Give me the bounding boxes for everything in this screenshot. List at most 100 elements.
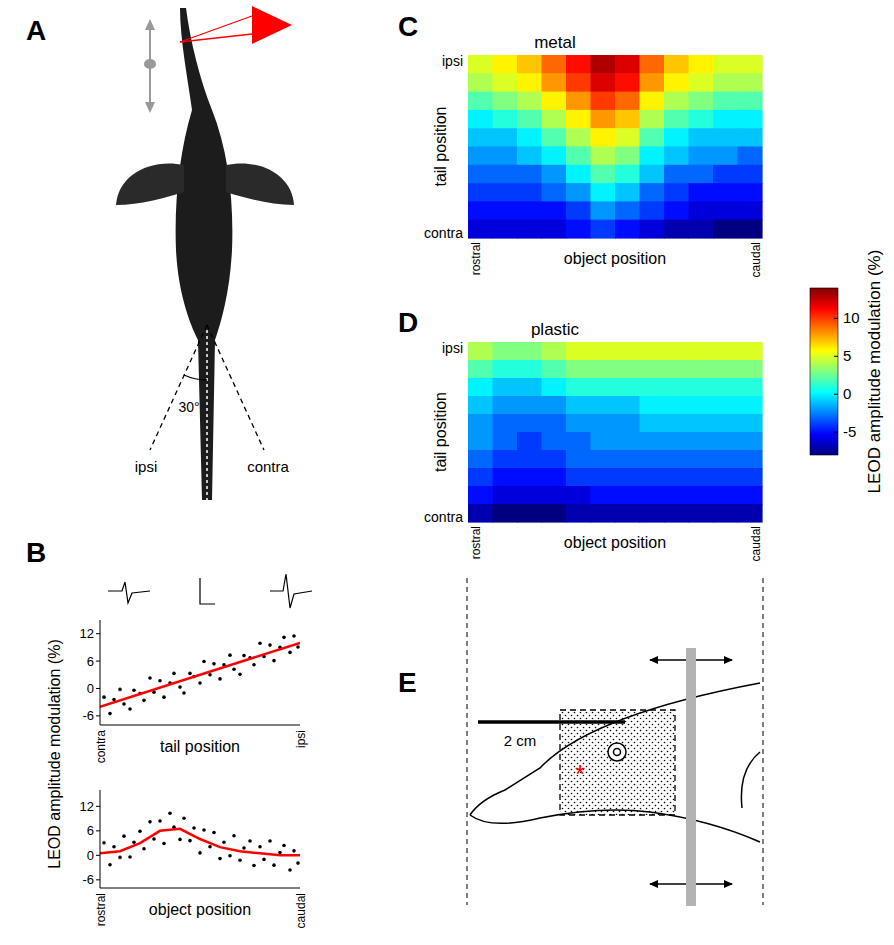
heat-cell xyxy=(542,147,567,166)
heat-cell xyxy=(542,201,567,220)
data-point xyxy=(108,712,112,716)
heat-cell xyxy=(664,128,689,147)
data-point xyxy=(198,851,202,855)
tail-limit xyxy=(207,325,264,450)
heat-cell xyxy=(664,73,689,92)
data-point xyxy=(192,826,196,830)
plot-area xyxy=(100,634,300,715)
colorbar-tick-label: 5 xyxy=(843,347,851,364)
colorbar-tick xyxy=(834,356,838,357)
data-point xyxy=(148,676,152,680)
heat-cell xyxy=(664,378,689,397)
y-tick-label: 6 xyxy=(87,823,94,838)
heat-cell xyxy=(713,110,738,129)
heat-cell xyxy=(566,183,591,202)
data-point xyxy=(132,689,136,693)
heat-cell xyxy=(640,92,665,111)
heat-cell xyxy=(542,378,567,397)
data-point xyxy=(296,861,300,865)
heat-cell xyxy=(689,73,714,92)
colorbar-tick-label: -5 xyxy=(843,423,856,440)
data-point xyxy=(118,688,122,692)
heat-cell xyxy=(517,468,542,487)
label: ipsi xyxy=(135,458,158,475)
x-tick-label: caudal xyxy=(294,893,308,928)
y-axis-title: tail position xyxy=(432,392,449,472)
data-point xyxy=(128,855,132,859)
heat-cell xyxy=(493,55,518,74)
heat-cell xyxy=(689,128,714,147)
heat-cell xyxy=(517,147,542,166)
heat-cell xyxy=(640,504,665,523)
eye-pupil xyxy=(614,749,621,756)
colorbar-tick xyxy=(834,432,838,433)
heat-cell xyxy=(664,201,689,220)
label: 30° xyxy=(178,399,199,415)
heat-cell xyxy=(640,360,665,379)
head-outline xyxy=(470,810,760,842)
x-axis xyxy=(100,725,300,726)
heat-cell xyxy=(542,414,567,433)
heat-cell xyxy=(517,201,542,220)
tail-limit xyxy=(150,325,207,450)
data-point xyxy=(202,660,206,664)
heat-cell xyxy=(493,220,518,239)
heat-cell xyxy=(542,396,567,415)
heat-cell xyxy=(640,468,665,487)
data-point xyxy=(182,816,186,820)
data-point xyxy=(242,846,246,850)
heat-cell xyxy=(517,414,542,433)
colorbar-tick xyxy=(834,394,838,395)
heat-cell xyxy=(542,73,567,92)
heat-cell xyxy=(542,128,567,147)
panel-letter: D xyxy=(398,307,418,338)
data-point xyxy=(296,645,300,649)
x-axis-title: object position xyxy=(149,901,251,918)
y-tick-label: 0 xyxy=(87,848,94,863)
heat-cell xyxy=(493,92,518,111)
heat-cell xyxy=(591,165,616,184)
heat-cell xyxy=(493,147,518,166)
data-point xyxy=(182,691,186,695)
data-point xyxy=(218,677,222,681)
data-point xyxy=(232,668,236,672)
y-tick-label: -6 xyxy=(82,708,94,723)
y-tick-label: contra xyxy=(424,509,463,525)
data-point xyxy=(118,856,122,860)
heat-cell xyxy=(738,378,763,397)
heat-cell xyxy=(591,201,616,220)
heat-cell xyxy=(738,504,763,523)
heat-cell xyxy=(689,147,714,166)
heat-cell xyxy=(640,396,665,415)
heat-cell xyxy=(664,342,689,361)
y-tick xyxy=(96,688,100,689)
heat-cell xyxy=(640,73,665,92)
y-tick-label: -6 xyxy=(82,872,94,887)
heat-cell xyxy=(664,110,689,129)
tail-axis xyxy=(206,330,208,500)
data-point xyxy=(198,681,202,685)
heat-cell xyxy=(468,128,493,147)
y-tick xyxy=(96,633,100,634)
colorbar-title: LEOD amplitude modulation (%) xyxy=(865,250,884,494)
heat-cell xyxy=(542,360,567,379)
y-tick xyxy=(96,879,100,880)
y-tick-label: 6 xyxy=(87,654,94,669)
heat-cell xyxy=(738,486,763,505)
heat-cell xyxy=(664,92,689,111)
data-point xyxy=(208,673,212,677)
heat-cell xyxy=(468,201,493,220)
heat-cell xyxy=(664,468,689,487)
y-axis xyxy=(100,790,101,888)
heat-cell xyxy=(640,432,665,451)
heat-cell xyxy=(640,55,665,74)
heat-cell xyxy=(640,450,665,469)
beam-line xyxy=(180,34,252,42)
heat-cell xyxy=(542,450,567,469)
heat-cell xyxy=(591,73,616,92)
heat-cell xyxy=(493,450,518,469)
heat-cell xyxy=(493,360,518,379)
heat-cell xyxy=(468,414,493,433)
data-point xyxy=(188,672,192,676)
heat-cell xyxy=(738,201,763,220)
